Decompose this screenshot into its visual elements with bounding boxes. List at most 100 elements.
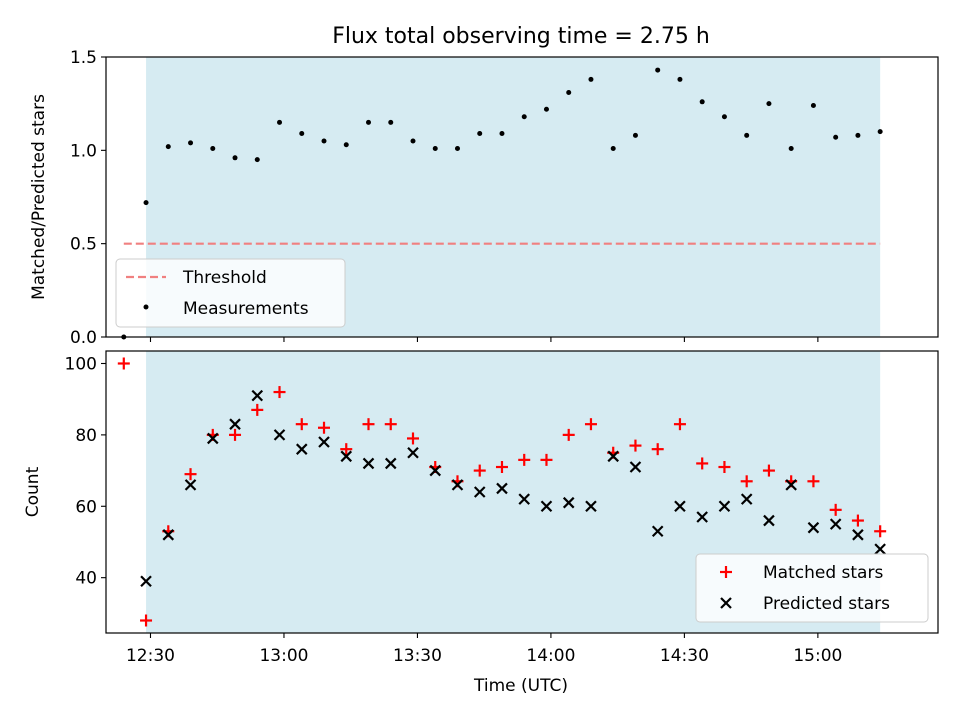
matched-star-point <box>584 418 597 431</box>
legend-matched-label: Matched stars <box>763 563 883 583</box>
predicted-star-point <box>140 575 152 588</box>
matched-star-point <box>718 461 731 474</box>
predicted-star-point <box>740 493 753 505</box>
count-matched-points <box>117 357 887 627</box>
matched-star-point <box>807 475 820 488</box>
y-tick-label: 60 <box>75 497 97 517</box>
legend-matched-swatch <box>720 566 732 578</box>
measurement-point <box>232 155 238 161</box>
count-y-ticks: 40 60 80 100 <box>65 354 106 589</box>
matched-star-point <box>273 386 286 399</box>
measurement-point <box>343 142 349 148</box>
predicted-star-point <box>251 389 264 402</box>
matched-star-point <box>251 403 264 416</box>
measurement-point <box>432 145 438 151</box>
y-tick-label: 100 <box>65 354 97 374</box>
measurement-point <box>877 129 883 135</box>
ratio-y-axis-label: Matched/Predicted stars <box>29 94 49 300</box>
predicted-star-point <box>496 482 508 495</box>
x-tick-label: 12:30 <box>126 646 175 666</box>
matched-star-point <box>384 418 397 431</box>
predicted-star-point <box>696 511 708 523</box>
matched-star-point <box>874 525 887 538</box>
predicted-star-point <box>874 543 886 555</box>
measurement-point <box>721 114 727 120</box>
measurement-point <box>632 132 638 138</box>
ratio-x-ticks <box>149 337 819 342</box>
measurement-point <box>610 145 616 151</box>
legend-measurements-label: Measurements <box>183 299 309 319</box>
count-legend: Matched stars Predicted stars <box>695 553 929 623</box>
y-tick-label: 0.0 <box>70 328 97 348</box>
measurement-point <box>744 132 750 138</box>
predicted-star-point <box>829 518 842 530</box>
matched-star-point <box>295 418 308 431</box>
matched-star-point <box>740 475 753 488</box>
matched-star-point <box>673 418 686 431</box>
predicted-star-point <box>785 479 797 491</box>
measurement-point <box>788 145 794 151</box>
measurement-point <box>165 144 171 150</box>
legend-threshold-label: Threshold <box>182 268 267 288</box>
predicted-star-point <box>562 496 575 509</box>
ratio-legend: Threshold Measurements <box>115 258 346 328</box>
predicted-star-point <box>651 525 664 538</box>
y-tick-label: 80 <box>75 426 97 446</box>
predicted-star-point <box>318 436 330 448</box>
measurement-point <box>277 119 283 125</box>
matched-star-point <box>340 443 353 456</box>
count-y-axis-label: Count <box>23 466 43 517</box>
measurement-point <box>410 138 416 144</box>
measurement-point <box>321 138 327 144</box>
measurement-point <box>677 76 683 82</box>
predicted-star-point <box>273 429 286 441</box>
matched-star-point <box>184 468 197 481</box>
count-panel: 40 60 80 100 12:30 13:00 13:30 14:00 14:30 15:00… <box>23 350 939 696</box>
matched-star-point <box>140 614 153 627</box>
measurement-point <box>366 119 372 125</box>
matched-star-point <box>117 357 130 370</box>
matched-star-point <box>540 453 553 466</box>
count-legend-box <box>695 553 929 623</box>
ratio-plot-frame <box>105 56 939 338</box>
matched-star-point <box>851 514 864 527</box>
matched-star-point <box>829 503 842 516</box>
predicted-star-point <box>295 443 308 455</box>
measurement-point <box>543 106 549 112</box>
matched-star-point <box>473 464 486 477</box>
count-x-ticks: 12:30 13:00 13:30 14:00 14:30 15:00 <box>126 633 842 666</box>
predicted-star-point <box>674 500 686 513</box>
x-axis-label: Time (UTC) <box>473 676 568 696</box>
predicted-star-point <box>718 500 731 513</box>
y-tick-label: 0.5 <box>70 235 97 255</box>
predicted-star-point <box>807 521 820 534</box>
predicted-star-point <box>451 479 464 491</box>
measurement-point <box>454 145 460 151</box>
measurement-point <box>833 134 839 140</box>
measurement-point <box>566 89 572 95</box>
measurement-point <box>388 119 394 125</box>
y-tick-label: 1.5 <box>70 48 97 68</box>
predicted-star-point <box>184 479 197 491</box>
measurement-point <box>588 76 594 82</box>
measurement-point <box>254 157 260 163</box>
ratio-measurement-points <box>121 67 883 340</box>
matched-star-point <box>495 461 508 474</box>
ratio-panel: 0.0 0.5 1.0 1.5 Matched/Predicted stars Thr… <box>29 48 939 348</box>
matched-star-point <box>762 464 775 477</box>
predicted-star-point <box>607 450 619 463</box>
predicted-star-point <box>384 457 397 470</box>
y-tick-label: 40 <box>75 569 97 589</box>
matched-star-point <box>562 428 575 441</box>
matched-star-point <box>318 421 331 434</box>
predicted-star-point <box>207 432 219 445</box>
matched-star-point <box>651 443 664 456</box>
x-tick-label: 14:00 <box>526 646 575 666</box>
measurement-point <box>299 131 305 137</box>
predicted-star-point <box>407 446 419 459</box>
predicted-star-point <box>229 418 241 430</box>
predicted-star-point <box>852 529 864 541</box>
chart-title: Flux total observing time = 2.75 h <box>332 24 710 49</box>
matched-star-point <box>406 432 419 445</box>
